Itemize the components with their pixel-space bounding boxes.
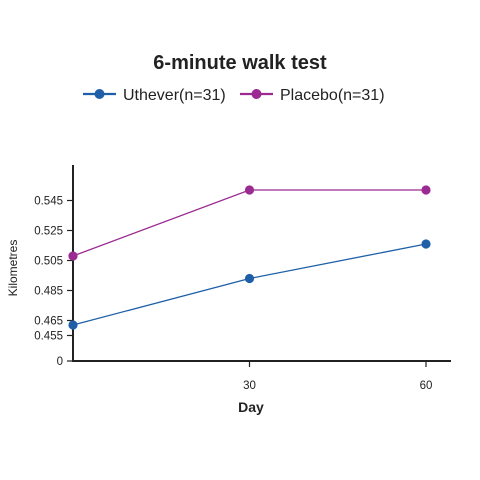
data-point — [68, 251, 78, 261]
legend: Uthever(n=31) Placebo(n=31) — [83, 87, 385, 104]
x-axis-title: Day — [238, 399, 264, 415]
y-tick-label: 0.525 — [34, 226, 63, 238]
legend-item: Placebo(n=31) — [240, 87, 385, 104]
chart-title: 6-minute walk test — [153, 52, 327, 74]
y-tick-label: 0.465 — [34, 316, 63, 328]
data-point — [421, 239, 431, 249]
legend-swatch-marker — [94, 89, 105, 99]
data-point — [68, 320, 78, 330]
y-tick-label: 0.485 — [34, 286, 63, 298]
y-axis-title: Kilometres — [6, 240, 20, 297]
series-line — [72, 243, 427, 326]
y-tick-label: 0.505 — [34, 256, 63, 268]
axes — [72, 165, 451, 362]
legend-label: Uthever(n=31) — [123, 87, 226, 104]
series-line — [72, 189, 426, 257]
data-point — [244, 273, 255, 284]
series-2 — [68, 185, 431, 261]
y-tick-label: 0.455 — [34, 331, 63, 343]
y-tick-label: 0 — [57, 356, 63, 368]
legend-item: Uthever(n=31) — [83, 87, 226, 104]
y-axis-ticks: 0 0.455 0.465 0.485 0.505 0.525 0.545 — [34, 196, 73, 368]
legend-swatch-marker — [251, 89, 262, 99]
x-tick-label: 60 — [420, 380, 433, 392]
series-1 — [68, 239, 431, 330]
data-point — [421, 185, 431, 195]
x-tick-label: 30 — [243, 380, 256, 392]
data-point — [244, 185, 255, 195]
legend-label: Placebo(n=31) — [280, 87, 385, 104]
x-axis-ticks: 30 60 — [243, 361, 432, 392]
y-tick-label: 0.545 — [34, 196, 63, 208]
series-group — [68, 185, 431, 330]
